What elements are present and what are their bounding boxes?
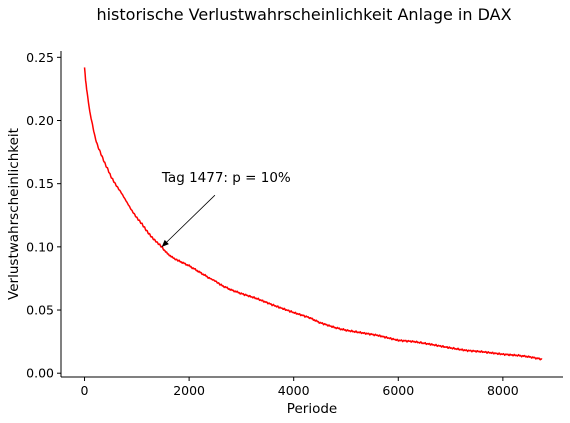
x-axis-ticks: 0 2000 4000 6000 8000 xyxy=(81,377,519,398)
x-axis-label: Periode xyxy=(287,401,337,417)
annotation-text: Tag 1477: p = 10% xyxy=(161,170,291,186)
plot-area xyxy=(83,67,543,361)
y-tick-label: 0.20 xyxy=(26,113,54,128)
x-tick-label: 8000 xyxy=(487,383,519,398)
annotation: Tag 1477: p = 10% xyxy=(161,170,291,248)
y-tick-label: 0.15 xyxy=(26,176,54,191)
y-axis-ticks: 0.00 0.05 0.10 0.15 0.20 0.25 xyxy=(26,50,61,381)
annotation-arrowhead xyxy=(161,239,169,247)
y-tick-label: 0.25 xyxy=(26,50,54,65)
y-tick-label: 0.10 xyxy=(26,239,54,254)
y-tick-label: 0.00 xyxy=(26,366,54,381)
chart-title: historische Verlustwahrscheinlichkeit An… xyxy=(96,5,511,24)
x-tick-label: 4000 xyxy=(278,383,310,398)
y-axis-label: Verlustwahrscheinlichkeit xyxy=(6,128,22,300)
x-tick-label: 6000 xyxy=(382,383,414,398)
x-tick-label: 2000 xyxy=(173,383,205,398)
annotation-arrow xyxy=(161,194,216,248)
y-tick-label: 0.05 xyxy=(26,303,54,318)
x-tick-label: 0 xyxy=(81,383,89,398)
series-line xyxy=(83,67,543,361)
